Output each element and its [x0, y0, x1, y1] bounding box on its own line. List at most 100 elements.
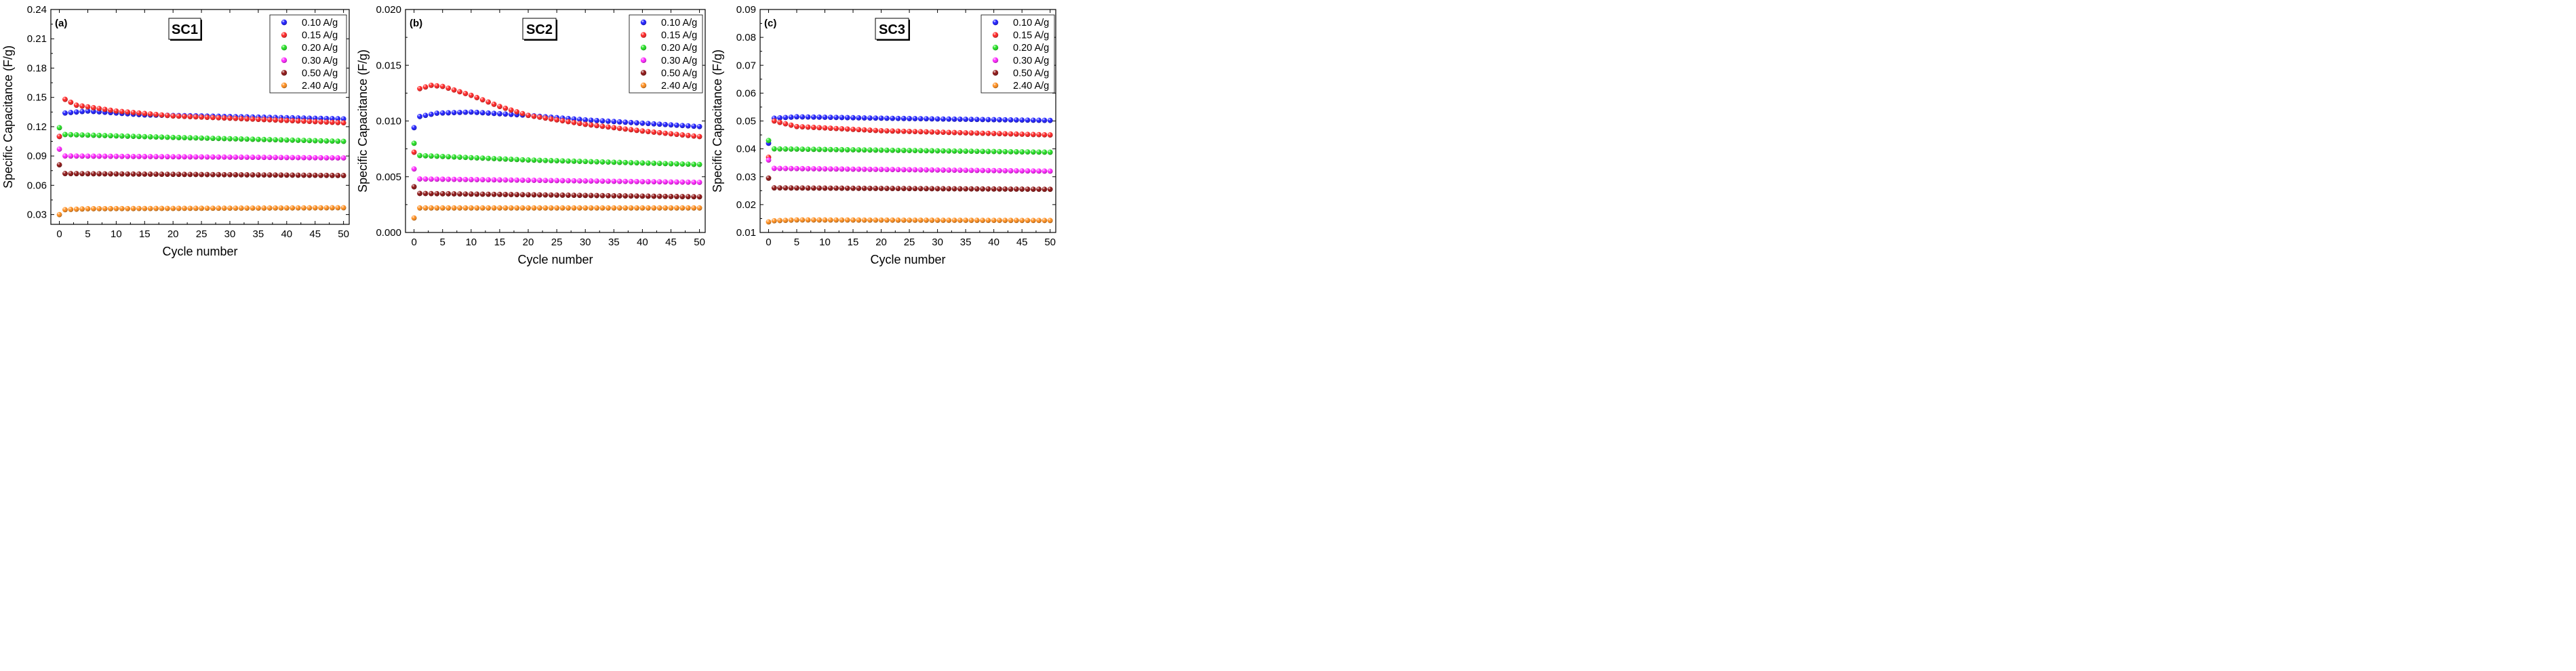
data-point-sheen [312, 205, 318, 211]
data-point-sheen [588, 205, 594, 211]
data-point-sheen [1008, 186, 1014, 192]
data-point-sheen [696, 123, 702, 129]
data-point-sheen [1002, 117, 1008, 123]
data-point-sheen [696, 134, 702, 140]
data-point-sheen [856, 147, 862, 153]
data-point-sheen [605, 159, 611, 165]
data-point-sheen [985, 117, 991, 123]
data-point-sheen [674, 205, 679, 211]
data-point-sheen [963, 130, 969, 136]
data-point-sheen [508, 192, 514, 197]
data-point-sheen [340, 173, 346, 178]
y-tick-label: 0.24 [27, 4, 47, 16]
data-point-sheen [56, 211, 62, 218]
y-axis-title: Specific Capacitance (F/g) [1, 45, 15, 188]
data-point-sheen [417, 190, 422, 197]
data-point-sheen [451, 110, 457, 116]
data-point-sheen [867, 166, 873, 172]
data-point-sheen [576, 205, 582, 211]
data-point-sheen [273, 205, 278, 211]
data-point-sheen [884, 147, 890, 153]
data-point-sheen [628, 178, 634, 184]
data-point-sheen [340, 120, 346, 126]
data-point-sheen [1047, 218, 1053, 224]
legend-marker-sheen [640, 32, 647, 38]
data-point-sheen [963, 117, 969, 122]
data-point-sheen [283, 205, 290, 211]
data-point-sheen [474, 191, 480, 197]
data-point-sheen [929, 186, 935, 192]
data-point-sheen [417, 152, 422, 159]
data-point-sheen [656, 205, 662, 211]
data-point-sheen [468, 205, 474, 211]
x-tick-label: 40 [988, 237, 999, 248]
data-point-sheen [651, 193, 657, 199]
data-point-sheen [73, 206, 79, 212]
data-point-sheen [90, 153, 96, 159]
data-point-sheen [566, 205, 571, 211]
data-point-sheen [422, 84, 429, 90]
data-point-sheen [244, 205, 250, 211]
data-point-sheen [1008, 148, 1014, 155]
data-point-sheen [56, 125, 62, 131]
data-point-sheen [662, 161, 668, 167]
data-point-sheen [844, 217, 850, 223]
data-point-sheen [233, 136, 239, 142]
data-point-sheen [985, 148, 991, 155]
legend-label: 0.30 A/g [661, 56, 697, 66]
data-point-sheen [917, 148, 924, 154]
data-point-sheen [850, 166, 856, 172]
data-point-sheen [605, 178, 611, 184]
data-point-sheen [250, 205, 256, 211]
legend-marker-sheen [992, 19, 999, 26]
data-point-sheen [810, 146, 816, 152]
data-point-sheen [1002, 218, 1008, 224]
data-point-sheen [548, 178, 554, 184]
data-point-sheen [323, 155, 330, 161]
data-point-sheen [445, 85, 452, 92]
data-point-sheen [611, 125, 617, 131]
x-tick-label: 20 [875, 237, 887, 248]
data-point-sheen [566, 192, 571, 198]
data-point-sheen [323, 138, 330, 144]
data-point-sheen [199, 205, 204, 211]
data-point-sheen [861, 127, 867, 133]
data-point-sheen [639, 179, 646, 184]
data-point-sheen [1013, 117, 1019, 123]
x-tick-label: 40 [281, 228, 292, 240]
x-tick-label: 25 [196, 228, 207, 240]
data-point-sheen [159, 154, 165, 160]
data-point-sheen [68, 110, 74, 115]
data-point-sheen [170, 113, 176, 119]
data-point-sheen [176, 135, 182, 140]
x-tick-label: 50 [694, 237, 705, 248]
data-point-sheen [306, 205, 313, 211]
data-point-sheen [873, 115, 879, 121]
data-point-sheen [639, 193, 646, 199]
data-point-sheen [605, 192, 611, 199]
data-point-sheen [318, 155, 323, 161]
data-point-sheen [656, 129, 662, 136]
data-point-sheen [227, 115, 233, 121]
data-point-sheen [526, 157, 531, 163]
legend-label: 0.30 A/g [1013, 56, 1049, 66]
data-point-sheen [645, 160, 651, 166]
data-point-sheen [622, 205, 629, 211]
data-point-sheen [788, 217, 794, 223]
data-point-sheen [907, 167, 912, 173]
series-0-20-a-g [56, 125, 346, 144]
data-point-sheen [599, 178, 606, 184]
data-point-sheen [221, 205, 227, 211]
data-point-sheen [907, 116, 912, 121]
data-point-sheen [794, 217, 799, 223]
data-point-sheen [434, 205, 440, 211]
data-point-sheen [867, 127, 873, 133]
data-point-sheen [810, 125, 816, 130]
data-point-sheen [771, 165, 777, 171]
data-point-sheen [210, 171, 216, 178]
data-point-sheen [204, 136, 210, 141]
data-point-sheen [216, 154, 222, 160]
data-point-sheen [90, 132, 96, 138]
data-point-sheen [531, 157, 537, 163]
data-point-sheen [508, 111, 514, 117]
